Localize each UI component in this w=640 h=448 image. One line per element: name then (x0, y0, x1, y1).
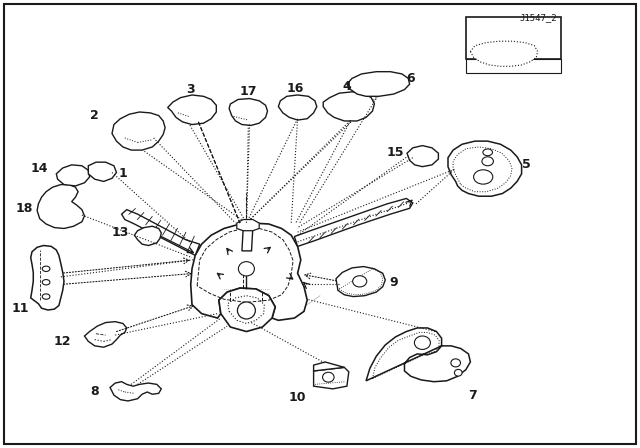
Text: 8: 8 (90, 385, 99, 398)
Ellipse shape (451, 359, 461, 367)
Ellipse shape (323, 372, 334, 382)
Text: J1547_2: J1547_2 (520, 13, 557, 22)
Text: 13: 13 (111, 225, 129, 239)
Polygon shape (134, 226, 161, 246)
Polygon shape (112, 112, 165, 150)
Text: 11: 11 (12, 302, 29, 315)
Polygon shape (237, 220, 259, 231)
Text: 16: 16 (287, 82, 305, 95)
Polygon shape (407, 146, 438, 167)
Polygon shape (314, 367, 349, 389)
Polygon shape (470, 41, 538, 66)
Ellipse shape (474, 170, 493, 184)
Polygon shape (219, 288, 275, 332)
Text: 14: 14 (31, 161, 49, 175)
Text: 15: 15 (387, 146, 404, 159)
Text: 10: 10 (289, 391, 307, 405)
FancyBboxPatch shape (466, 60, 561, 73)
Polygon shape (366, 328, 470, 382)
Text: 2: 2 (90, 109, 99, 122)
Polygon shape (191, 223, 307, 320)
Text: 6: 6 (406, 72, 415, 85)
Text: 5: 5 (522, 158, 531, 172)
Ellipse shape (42, 294, 50, 299)
Ellipse shape (238, 262, 255, 276)
Polygon shape (242, 228, 253, 251)
Text: 4: 4 (342, 79, 351, 93)
Polygon shape (37, 185, 84, 228)
Polygon shape (56, 165, 90, 186)
Polygon shape (323, 92, 374, 121)
FancyBboxPatch shape (4, 4, 636, 444)
Text: 9: 9 (389, 276, 398, 289)
Text: 12: 12 (54, 335, 72, 348)
Text: 3: 3 (186, 83, 195, 96)
Polygon shape (228, 296, 264, 323)
Polygon shape (347, 72, 410, 96)
Polygon shape (168, 95, 216, 125)
Ellipse shape (237, 302, 255, 319)
Polygon shape (294, 198, 413, 246)
Polygon shape (314, 362, 344, 371)
Text: 1: 1 (118, 167, 127, 181)
Text: 18: 18 (15, 202, 33, 215)
Text: 7: 7 (468, 388, 477, 402)
Polygon shape (110, 382, 161, 401)
FancyBboxPatch shape (466, 17, 561, 60)
Polygon shape (448, 141, 522, 196)
Polygon shape (278, 95, 317, 120)
Ellipse shape (42, 266, 50, 271)
Polygon shape (88, 162, 116, 181)
Ellipse shape (42, 280, 50, 285)
Polygon shape (84, 322, 127, 347)
Ellipse shape (454, 369, 462, 376)
Polygon shape (122, 210, 200, 255)
Text: 17: 17 (239, 85, 257, 99)
Polygon shape (336, 267, 385, 297)
Ellipse shape (353, 276, 367, 287)
Ellipse shape (483, 149, 493, 156)
Ellipse shape (482, 157, 493, 166)
Polygon shape (229, 99, 268, 125)
Ellipse shape (415, 336, 431, 349)
Polygon shape (31, 246, 64, 310)
